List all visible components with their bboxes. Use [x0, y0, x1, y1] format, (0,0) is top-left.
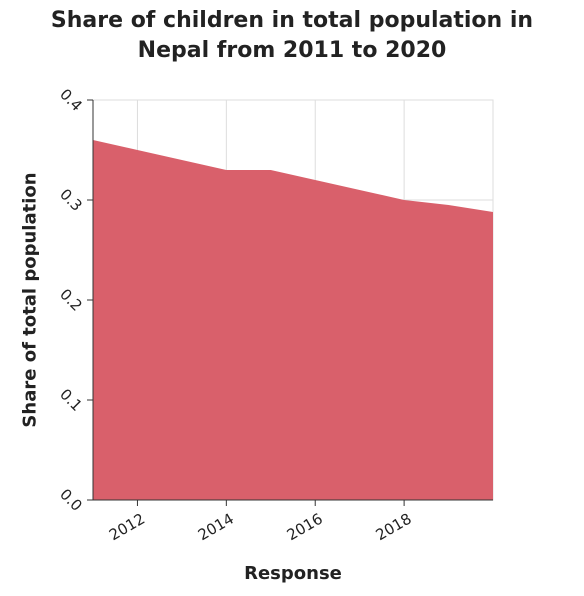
- chart-title-line-1: Share of children in total population in: [50, 8, 534, 33]
- y-axis-label: Share of total population: [19, 172, 41, 428]
- chart-title-line-2: Nepal from 2011 to 2020: [137, 38, 447, 63]
- y-tick-label: 0.2: [56, 285, 86, 315]
- chart-title: Share of children in total population in…: [0, 6, 584, 66]
- x-axis-label: Response: [244, 563, 342, 584]
- y-tick-label: 0.3: [56, 185, 86, 215]
- y-tick-label: 0.0: [56, 485, 86, 515]
- x-tick-label: 2018: [373, 510, 415, 545]
- x-tick-label: 2012: [106, 510, 148, 545]
- y-tick-label: 0.4: [56, 85, 86, 115]
- x-tick-label: 2014: [195, 510, 237, 545]
- area-series-0: [93, 140, 493, 500]
- y-tick-label: 0.1: [56, 385, 86, 415]
- x-tick-label: 2016: [284, 510, 326, 545]
